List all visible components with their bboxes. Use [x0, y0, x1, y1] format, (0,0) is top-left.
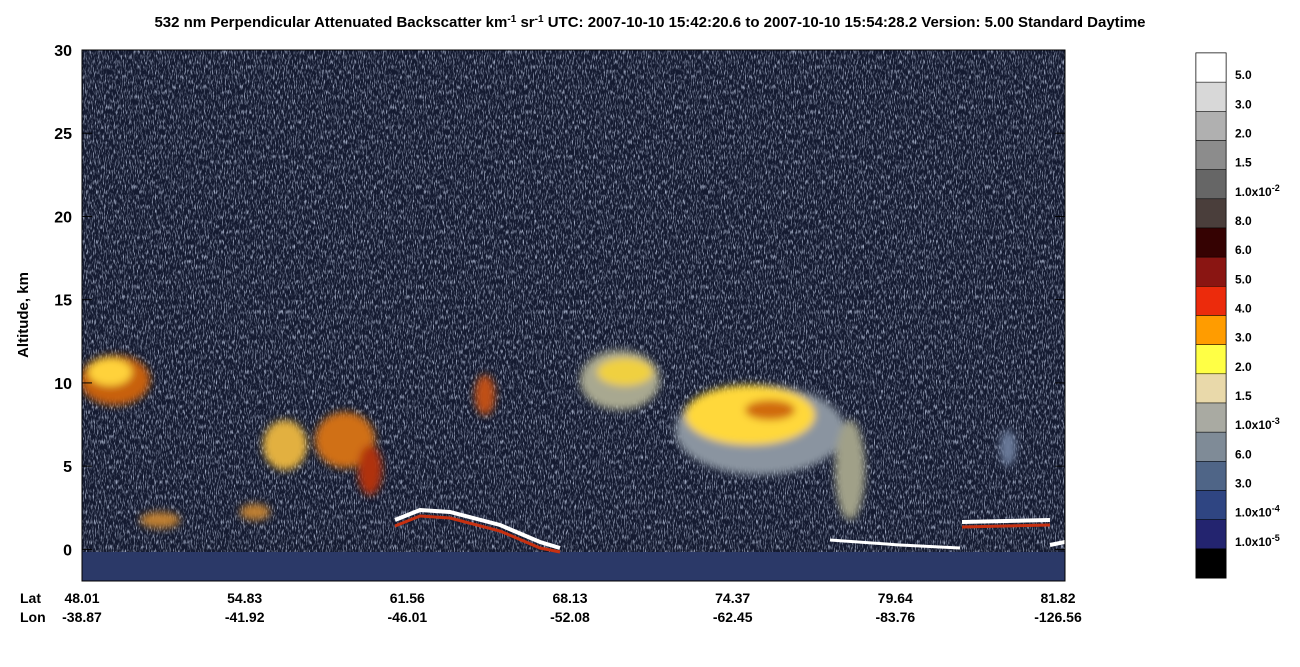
colorbar-label-text: 5.0 — [1235, 272, 1252, 286]
title-segment: -1 — [507, 14, 516, 25]
title-segment: sr — [516, 14, 535, 31]
colorbar-label-text: 1.5 — [1235, 156, 1252, 170]
x-tick-label: -83.76 — [875, 609, 915, 625]
y-tick-label: 15 — [54, 293, 72, 310]
colorbar-label-text: 1.0x10 — [1235, 185, 1272, 199]
colorbar-label-text: 1.0x10 — [1235, 418, 1272, 432]
x-tick-label: 54.83 — [227, 590, 262, 606]
x-tick-label: 79.64 — [878, 590, 913, 606]
title-segment: UTC: 2007-10-10 15:42:20.6 to 2007-10-10… — [544, 14, 1146, 31]
colorbar-swatch — [1195, 344, 1227, 375]
colorbar-swatch — [1195, 198, 1227, 229]
colorbar-swatch — [1195, 81, 1227, 112]
colorbar-label: 2.0 — [1235, 127, 1252, 141]
colorbar-swatch — [1195, 140, 1227, 170]
x-tick-label: 81.82 — [1040, 590, 1075, 606]
colorbar-swatch — [1195, 402, 1227, 433]
x-row-name: Lat — [20, 590, 41, 606]
colorbar-label-exponent: -4 — [1272, 504, 1280, 514]
colorbar-label: 1.0x10-2 — [1235, 183, 1280, 199]
backscatter-image — [82, 50, 1065, 581]
x-tick-label: -52.08 — [550, 609, 590, 625]
x-tick-label: -41.92 — [225, 609, 265, 625]
y-tick-label: 10 — [54, 376, 72, 393]
x-tick-label: -46.01 — [387, 609, 427, 625]
colorbar-label-exponent: -3 — [1272, 416, 1280, 426]
colorbar-swatch — [1195, 373, 1227, 404]
colorbar-label-text: 2.0 — [1235, 127, 1252, 141]
colorbar-swatch — [1195, 169, 1227, 200]
y-axis-label: Altitude, km — [15, 272, 32, 358]
colorbar-swatch — [1195, 256, 1227, 287]
colorbar-label-text: 3.0 — [1235, 331, 1252, 345]
x-tick-label: -38.87 — [62, 609, 102, 625]
colorbar-label-text: 1.0x10 — [1235, 535, 1272, 549]
chart-title: 532 nm Perpendicular Attenuated Backscat… — [154, 14, 1145, 32]
colorbar-label-text: 4.0 — [1235, 302, 1252, 316]
colorbar-label-text: 6.0 — [1235, 243, 1252, 257]
colorbar-swatch — [1195, 431, 1227, 462]
colorbar-label-text: 3.0 — [1235, 477, 1252, 491]
x-tick-label: 74.37 — [715, 590, 750, 606]
title-segment: 532 nm Perpendicular Attenuated Backscat… — [154, 14, 507, 31]
colorbar-label-text: 3.0 — [1235, 97, 1252, 111]
colorbar-label: 3.0 — [1235, 477, 1252, 491]
colorbar-swatch — [1195, 52, 1227, 83]
colorbar-label-exponent: -5 — [1272, 533, 1280, 543]
colorbar-label-exponent: -2 — [1272, 183, 1280, 193]
y-tick-label: 30 — [54, 43, 72, 60]
colorbar-label: 1.5 — [1235, 389, 1252, 403]
colorbar-label: 6.0 — [1235, 447, 1252, 461]
colorbar-swatch — [1195, 227, 1227, 258]
colorbar-label: 8.0 — [1235, 214, 1252, 228]
colorbar-swatch — [1195, 315, 1227, 345]
colorbar-label: 1.0x10-3 — [1235, 416, 1280, 432]
colorbar-label: 1.5 — [1235, 156, 1252, 170]
colorbar-swatch — [1195, 519, 1227, 550]
x-tick-label: 61.56 — [390, 590, 425, 606]
x-row-name: Lon — [20, 609, 46, 625]
title-segment: -1 — [535, 14, 544, 25]
plot-frame — [81, 49, 1066, 582]
colorbar-swatch — [1195, 286, 1227, 316]
colorbar-label: 5.0 — [1235, 68, 1252, 82]
colorbar-label: 1.0x10-4 — [1235, 504, 1280, 520]
x-tick-label: 48.01 — [64, 590, 99, 606]
colorbar-label-text: 5.0 — [1235, 68, 1252, 82]
colorbar-label: 4.0 — [1235, 302, 1252, 316]
y-tick-label: 0 — [63, 542, 72, 559]
y-tick-label: 20 — [54, 209, 72, 226]
colorbar-label: 2.0 — [1235, 360, 1252, 374]
x-tick-label: -62.45 — [713, 609, 753, 625]
y-tick-label: 25 — [54, 126, 72, 143]
colorbar-label: 3.0 — [1235, 97, 1252, 111]
colorbar-swatch — [1195, 490, 1227, 520]
colorbar-label: 5.0 — [1235, 272, 1252, 286]
colorbar-label-text: 6.0 — [1235, 447, 1252, 461]
colorbar-label-text: 2.0 — [1235, 360, 1252, 374]
x-tick-label: 68.13 — [552, 590, 587, 606]
y-tick-label: 5 — [63, 459, 72, 476]
colorbar-label-text: 1.5 — [1235, 389, 1252, 403]
x-tick-label: -126.56 — [1034, 609, 1082, 625]
colorbar-swatch — [1195, 548, 1227, 579]
colorbar-label: 6.0 — [1235, 243, 1252, 257]
colorbar-label-text: 1.0x10 — [1235, 506, 1272, 520]
colorbar-swatch — [1195, 461, 1227, 491]
colorbar-label-text: 8.0 — [1235, 214, 1252, 228]
colorbar-label: 3.0 — [1235, 331, 1252, 345]
colorbar-label: 1.0x10-5 — [1235, 533, 1280, 549]
colorbar-swatch — [1195, 111, 1227, 141]
